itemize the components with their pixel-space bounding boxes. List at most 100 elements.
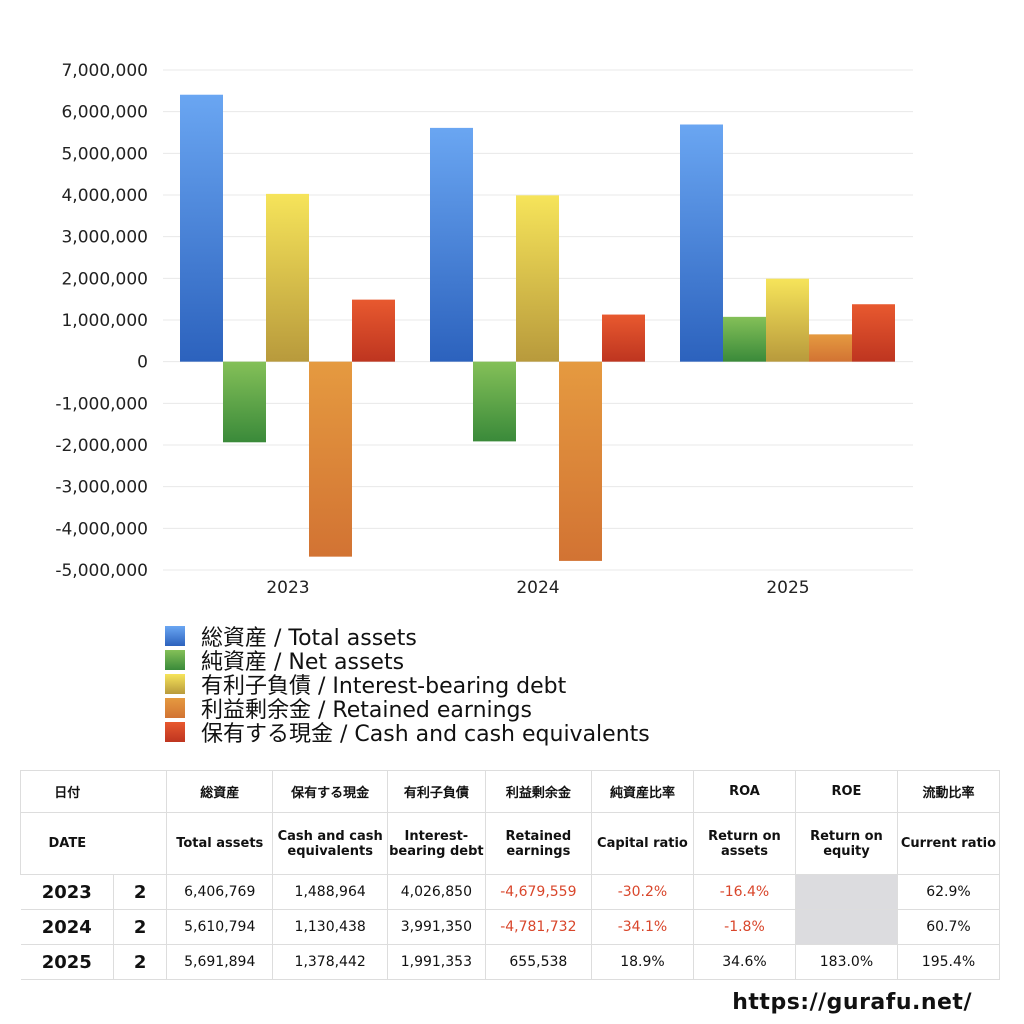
table-cell: 2 — [113, 944, 168, 980]
column-header: 有利子負債 — [386, 770, 486, 813]
legend-label: 純資産 / Net assets — [201, 650, 405, 675]
table-cell: 2023 — [20, 874, 114, 910]
header-row: DATE Total assets Cash and cash equivalent… — [19, 812, 1001, 875]
legend-item: 利益剰余金 / Retained earnings — [165, 696, 650, 723]
legend-item: 純資産 / Net assets — [165, 648, 650, 675]
bar — [266, 193, 309, 362]
y-tick-label: 5,000,000 — [61, 144, 148, 164]
bar — [559, 361, 602, 561]
y-tick-label: 3,000,000 — [61, 228, 148, 248]
table-cell: 5,610,794 — [166, 909, 274, 945]
bar — [809, 334, 852, 362]
table-cell — [794, 874, 898, 910]
table-cell: 2 — [113, 909, 168, 945]
column-header: 総資産 — [166, 770, 274, 813]
bar — [180, 94, 223, 362]
column-header: Current ratio — [896, 812, 1001, 875]
legend-swatch — [165, 674, 185, 694]
column-header: Return on equity — [794, 812, 898, 875]
table-cell: -4,679,559 — [484, 874, 592, 910]
bar — [223, 361, 266, 443]
table-cell: 4,026,850 — [386, 874, 486, 910]
table-cell: 1,378,442 — [272, 944, 388, 980]
legend-swatch — [165, 698, 185, 718]
x-tick-label: 2025 — [766, 578, 809, 598]
y-tick-label: -2,000,000 — [55, 436, 148, 456]
table-row: 2025 2 5,691,894 1,378,442 1,991,353 655,538 1… — [20, 944, 1001, 980]
column-header: DATE — [19, 812, 114, 875]
table-cell: 1,991,353 — [386, 944, 486, 980]
table-row: 2024 2 5,610,794 1,130,438 3,991,350 -4,781,7… — [20, 909, 1001, 945]
table-cell: 6,406,769 — [166, 874, 274, 910]
y-tick-label: -4,000,000 — [55, 519, 148, 539]
table-row: 2023 2 6,406,769 1,488,964 4,026,850 -4,679,5… — [20, 874, 1001, 910]
column-header: Capital ratio — [590, 812, 694, 875]
bar — [766, 278, 809, 362]
column-header: 流動比率 — [896, 770, 1001, 813]
legend-swatch — [165, 626, 185, 646]
legend-item: 有利子負債 / Interest-bearing debt — [165, 672, 650, 699]
column-header — [113, 812, 168, 875]
bar — [602, 314, 645, 362]
table-cell: 5,691,894 — [166, 944, 274, 980]
legend: 総資産 / Total assets 純資産 / Net assets 有利子負債 … — [165, 624, 650, 747]
table-cell: 655,538 — [484, 944, 592, 980]
table-cell: 1,488,964 — [272, 874, 388, 910]
bar — [473, 361, 516, 442]
table-cell: 18.9% — [590, 944, 694, 980]
table-cell: 183.0% — [794, 944, 898, 980]
table-cell: 62.9% — [896, 874, 1001, 910]
column-header: Interest-bearing debt — [386, 812, 486, 875]
column-header: 保有する現金 — [272, 770, 388, 813]
y-tick-label: 4,000,000 — [61, 186, 148, 206]
financial-table: 日付 総資産 保有する現金 有利子負債 利益剰余金 純資産比率 ROA ROE 流動比率 DATE… — [19, 770, 1001, 980]
header-row: 日付 総資産 保有する現金 有利子負債 利益剰余金 純資産比率 ROA ROE 流動比率 — [19, 770, 1001, 813]
y-tick-label: 0 — [137, 353, 148, 373]
table-cell: 2025 — [20, 944, 114, 980]
legend-swatch — [165, 650, 185, 670]
table-cell: 3,991,350 — [386, 909, 486, 945]
site-url[interactable]: https://gurafu.net/ — [732, 990, 972, 1015]
column-header: ROA — [692, 770, 796, 813]
table-cell: -1.8% — [692, 909, 796, 945]
table-cell: 2 — [113, 874, 168, 910]
legend-label: 総資産 / Total assets — [201, 626, 417, 651]
column-header — [113, 770, 168, 813]
bar — [516, 195, 559, 362]
bar — [680, 124, 723, 362]
column-header: Retained earnings — [484, 812, 592, 875]
y-tick-label: 2,000,000 — [61, 269, 148, 289]
legend-label: 利益剰余金 / Retained earnings — [201, 698, 532, 723]
x-tick-label: 2024 — [516, 578, 559, 598]
table-cell: -34.1% — [590, 909, 694, 945]
y-tick-label: 1,000,000 — [61, 311, 148, 331]
y-tick-label: 7,000,000 — [61, 61, 148, 81]
column-header: 利益剰余金 — [484, 770, 592, 813]
x-tick-label: 2023 — [266, 578, 309, 598]
legend-item: 総資産 / Total assets — [165, 624, 650, 651]
table-cell: 34.6% — [692, 944, 796, 980]
bar-chart: 7,000,000 6,000,000 5,000,000 4,000,000 3,00… — [55, 61, 913, 598]
table-cell: -16.4% — [692, 874, 796, 910]
column-header: Cash and cash equivalents — [272, 812, 388, 875]
y-tick-label: -1,000,000 — [55, 394, 148, 414]
column-header: Total assets — [166, 812, 274, 875]
bar — [309, 361, 352, 557]
y-tick-label: -5,000,000 — [55, 561, 148, 581]
legend-swatch — [165, 722, 185, 742]
y-tick-label: 6,000,000 — [61, 103, 148, 123]
table-cell — [794, 909, 898, 945]
bar — [723, 316, 766, 362]
bar — [352, 299, 395, 362]
table-cell: 1,130,438 — [272, 909, 388, 945]
bar — [430, 127, 473, 362]
column-header: ROE — [794, 770, 898, 813]
table-cell: 2024 — [20, 909, 114, 945]
bar — [852, 304, 895, 362]
column-header: Return on assets — [692, 812, 796, 875]
legend-item: 保有する現金 / Cash and cash equivalents — [165, 720, 650, 747]
table-cell: -4,781,732 — [484, 909, 592, 945]
table-cell: 60.7% — [896, 909, 1001, 945]
y-tick-label: -3,000,000 — [55, 478, 148, 498]
legend-label: 有利子負債 / Interest-bearing debt — [201, 674, 567, 699]
